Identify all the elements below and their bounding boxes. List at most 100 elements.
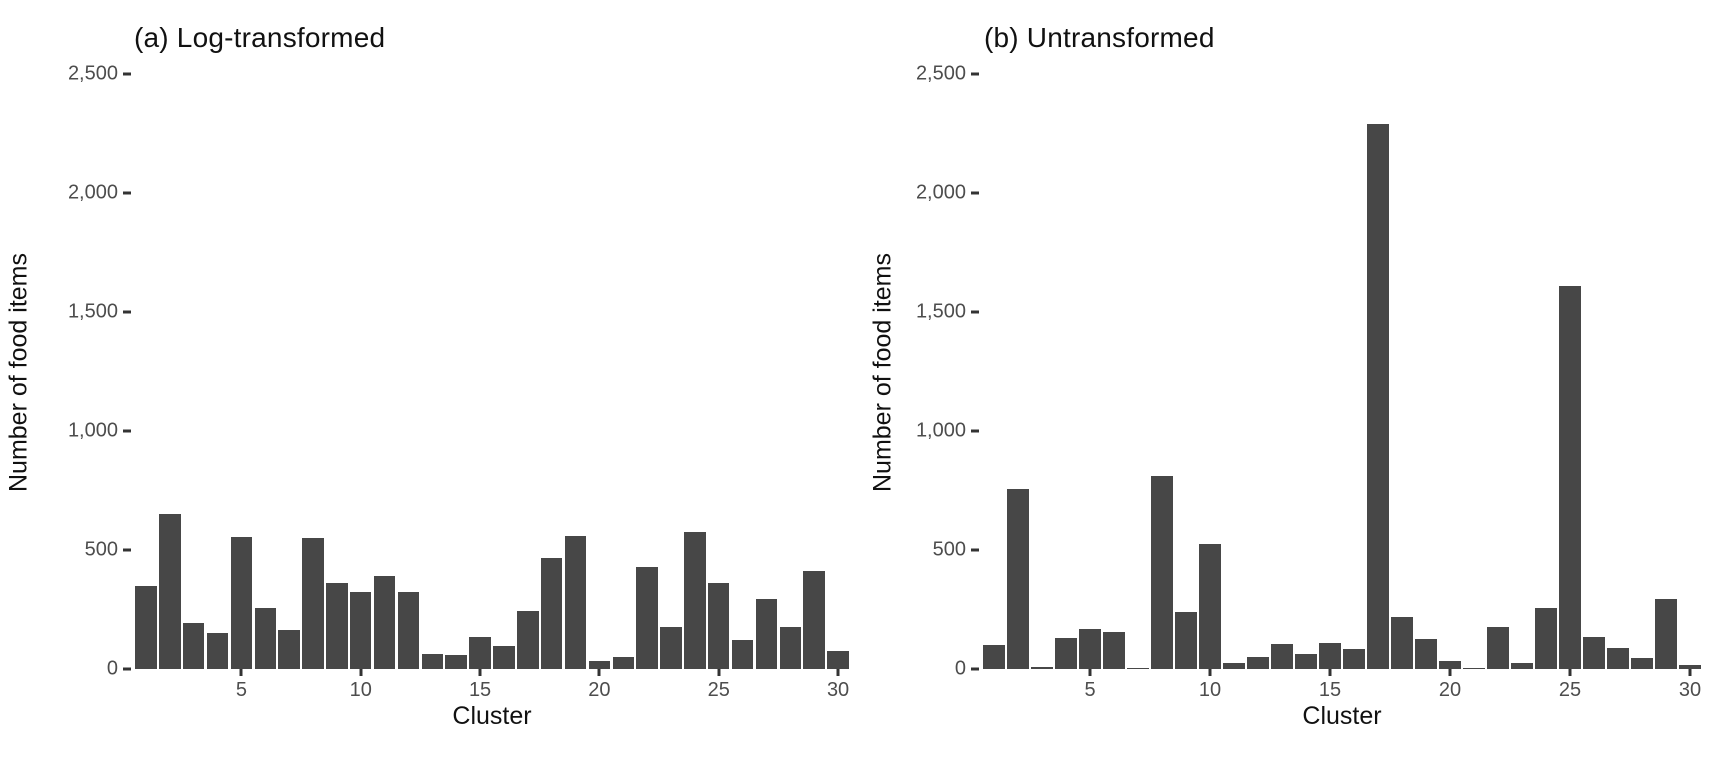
- bar-cluster-10: [349, 592, 372, 669]
- panel-untransformed: (b) Untransformed Number of food items 0…: [864, 0, 1728, 768]
- bar-cluster-17: [517, 611, 539, 669]
- y-axis-tick: [123, 72, 131, 76]
- panel-a-x-axis-title: Cluster: [452, 702, 532, 730]
- bar-cluster-3: [1031, 667, 1053, 669]
- bar-cluster-3: [182, 623, 205, 669]
- bar-cluster-14: [445, 655, 467, 669]
- bar-cluster-28: [1631, 658, 1653, 669]
- bar-cluster-10: [1199, 544, 1221, 669]
- x-axis-tick: [1088, 669, 1092, 676]
- bar-cluster-5: [1079, 629, 1101, 669]
- bar-cluster-11: [1223, 663, 1245, 669]
- x-axis-tick: [597, 669, 601, 676]
- x-axis-tick-label: 10: [1198, 679, 1222, 701]
- y-axis-tick-label: 2,500: [915, 62, 966, 85]
- bar-cluster-8: [1151, 476, 1173, 669]
- x-axis-tick: [717, 669, 721, 676]
- x-axis-tick-label: 15: [468, 679, 492, 701]
- bar-cluster-19: [564, 536, 587, 669]
- y-axis-tick-label: 0: [954, 657, 966, 680]
- panel-a-y-axis-title: Number of food items: [4, 253, 33, 492]
- bar-cluster-30: [1679, 665, 1701, 669]
- bar-cluster-29: [1655, 599, 1677, 669]
- y-axis-tick-label: 1,000: [915, 419, 966, 442]
- bar-cluster-2: [159, 514, 181, 669]
- bar-cluster-26: [1583, 637, 1605, 669]
- x-axis-tick-label: 15: [1318, 679, 1342, 701]
- y-axis-tick: [123, 191, 131, 195]
- y-axis-tick-label: 500: [932, 538, 966, 561]
- bar-cluster-11: [373, 576, 396, 669]
- y-axis-tick-label: 1,500: [67, 300, 118, 323]
- x-axis-tick: [1328, 669, 1332, 676]
- x-axis-tick: [359, 669, 363, 676]
- bar-cluster-16: [493, 646, 515, 669]
- bar-cluster-22: [1487, 627, 1509, 669]
- x-axis-tick: [478, 669, 482, 676]
- y-axis-tick: [971, 429, 979, 433]
- y-axis-tick: [123, 548, 131, 552]
- x-axis-tick-label: 5: [235, 679, 247, 701]
- panel-log-transformed: (a) Log-transformed Number of food items…: [4, 22, 850, 730]
- x-axis-tick: [1688, 669, 1692, 676]
- y-axis-tick-label: 0: [106, 657, 118, 680]
- y-axis-tick-label: 1,000: [67, 419, 118, 442]
- x-axis-tick-label: 25: [1558, 679, 1582, 701]
- bar-cluster-4: [206, 633, 229, 669]
- bar-cluster-23: [660, 627, 682, 669]
- bar-cluster-15: [1319, 643, 1341, 669]
- bar-cluster-29: [803, 571, 825, 669]
- y-axis-tick: [123, 667, 131, 671]
- x-axis-tick-label: 5: [1084, 679, 1096, 701]
- y-axis-tick: [971, 667, 979, 671]
- y-axis-tick: [123, 310, 131, 314]
- bar-cluster-4: [1055, 638, 1077, 669]
- x-axis-tick-label: 20: [1438, 679, 1462, 701]
- bar-cluster-7: [1127, 668, 1149, 669]
- bar-cluster-25: [707, 583, 730, 669]
- bar-cluster-28: [779, 627, 802, 669]
- bar-cluster-6: [254, 608, 276, 669]
- bar-cluster-7: [278, 630, 300, 669]
- x-axis-tick-label: 25: [707, 679, 730, 701]
- bar-cluster-20: [1439, 661, 1461, 669]
- y-axis-tick-label: 2,000: [915, 181, 966, 204]
- bar-cluster-27: [755, 599, 778, 669]
- panel-b-title: (b) Untransformed: [984, 22, 1215, 53]
- bar-cluster-1: [135, 586, 157, 669]
- bar-cluster-24: [684, 532, 706, 669]
- y-axis-tick-label: 500: [84, 538, 118, 561]
- bar-cluster-19: [1415, 639, 1437, 669]
- x-axis-tick-label: 10: [349, 679, 372, 701]
- x-axis-tick-label: 20: [588, 679, 611, 701]
- bar-cluster-15: [469, 637, 491, 669]
- x-axis-tick: [1448, 669, 1452, 676]
- panel-b-y-axis-title: Number of food items: [868, 253, 897, 492]
- bar-cluster-30: [827, 651, 849, 669]
- panel-a-plot-area: 0 500 1,000 1,500 2,000 2,500 5 10 15 20 25 30: [68, 63, 850, 702]
- y-axis-tick: [971, 548, 979, 552]
- bar-cluster-6: [1103, 632, 1125, 669]
- x-axis-tick-label: 30: [1678, 679, 1702, 701]
- bar-cluster-24: [1535, 608, 1557, 669]
- bar-cluster-18: [540, 558, 563, 669]
- y-axis-tick-label: 2,000: [67, 181, 118, 204]
- bar-cluster-9: [1175, 612, 1197, 669]
- y-axis-tick-label: 1,500: [915, 300, 966, 323]
- bar-cluster-23: [1511, 663, 1533, 669]
- bar-cluster-17: [1367, 124, 1389, 669]
- bar-cluster-5: [230, 537, 253, 669]
- bar-cluster-25: [1559, 286, 1581, 669]
- x-axis-tick: [239, 669, 243, 676]
- bar-cluster-16: [1343, 649, 1365, 669]
- y-axis-tick: [971, 72, 979, 76]
- bar-cluster-13: [1271, 644, 1293, 669]
- bar-cluster-21: [612, 657, 634, 669]
- panel-b-plot-area: 0 500 1,000 1,500 2,000 2,500 5 10 15 20 25 30: [916, 63, 1702, 702]
- x-axis-tick-label: 30: [826, 679, 850, 701]
- bar-cluster-13: [421, 654, 444, 669]
- bar-cluster-26: [731, 640, 754, 669]
- x-axis-tick: [1568, 669, 1572, 676]
- bar-cluster-14: [1295, 654, 1317, 669]
